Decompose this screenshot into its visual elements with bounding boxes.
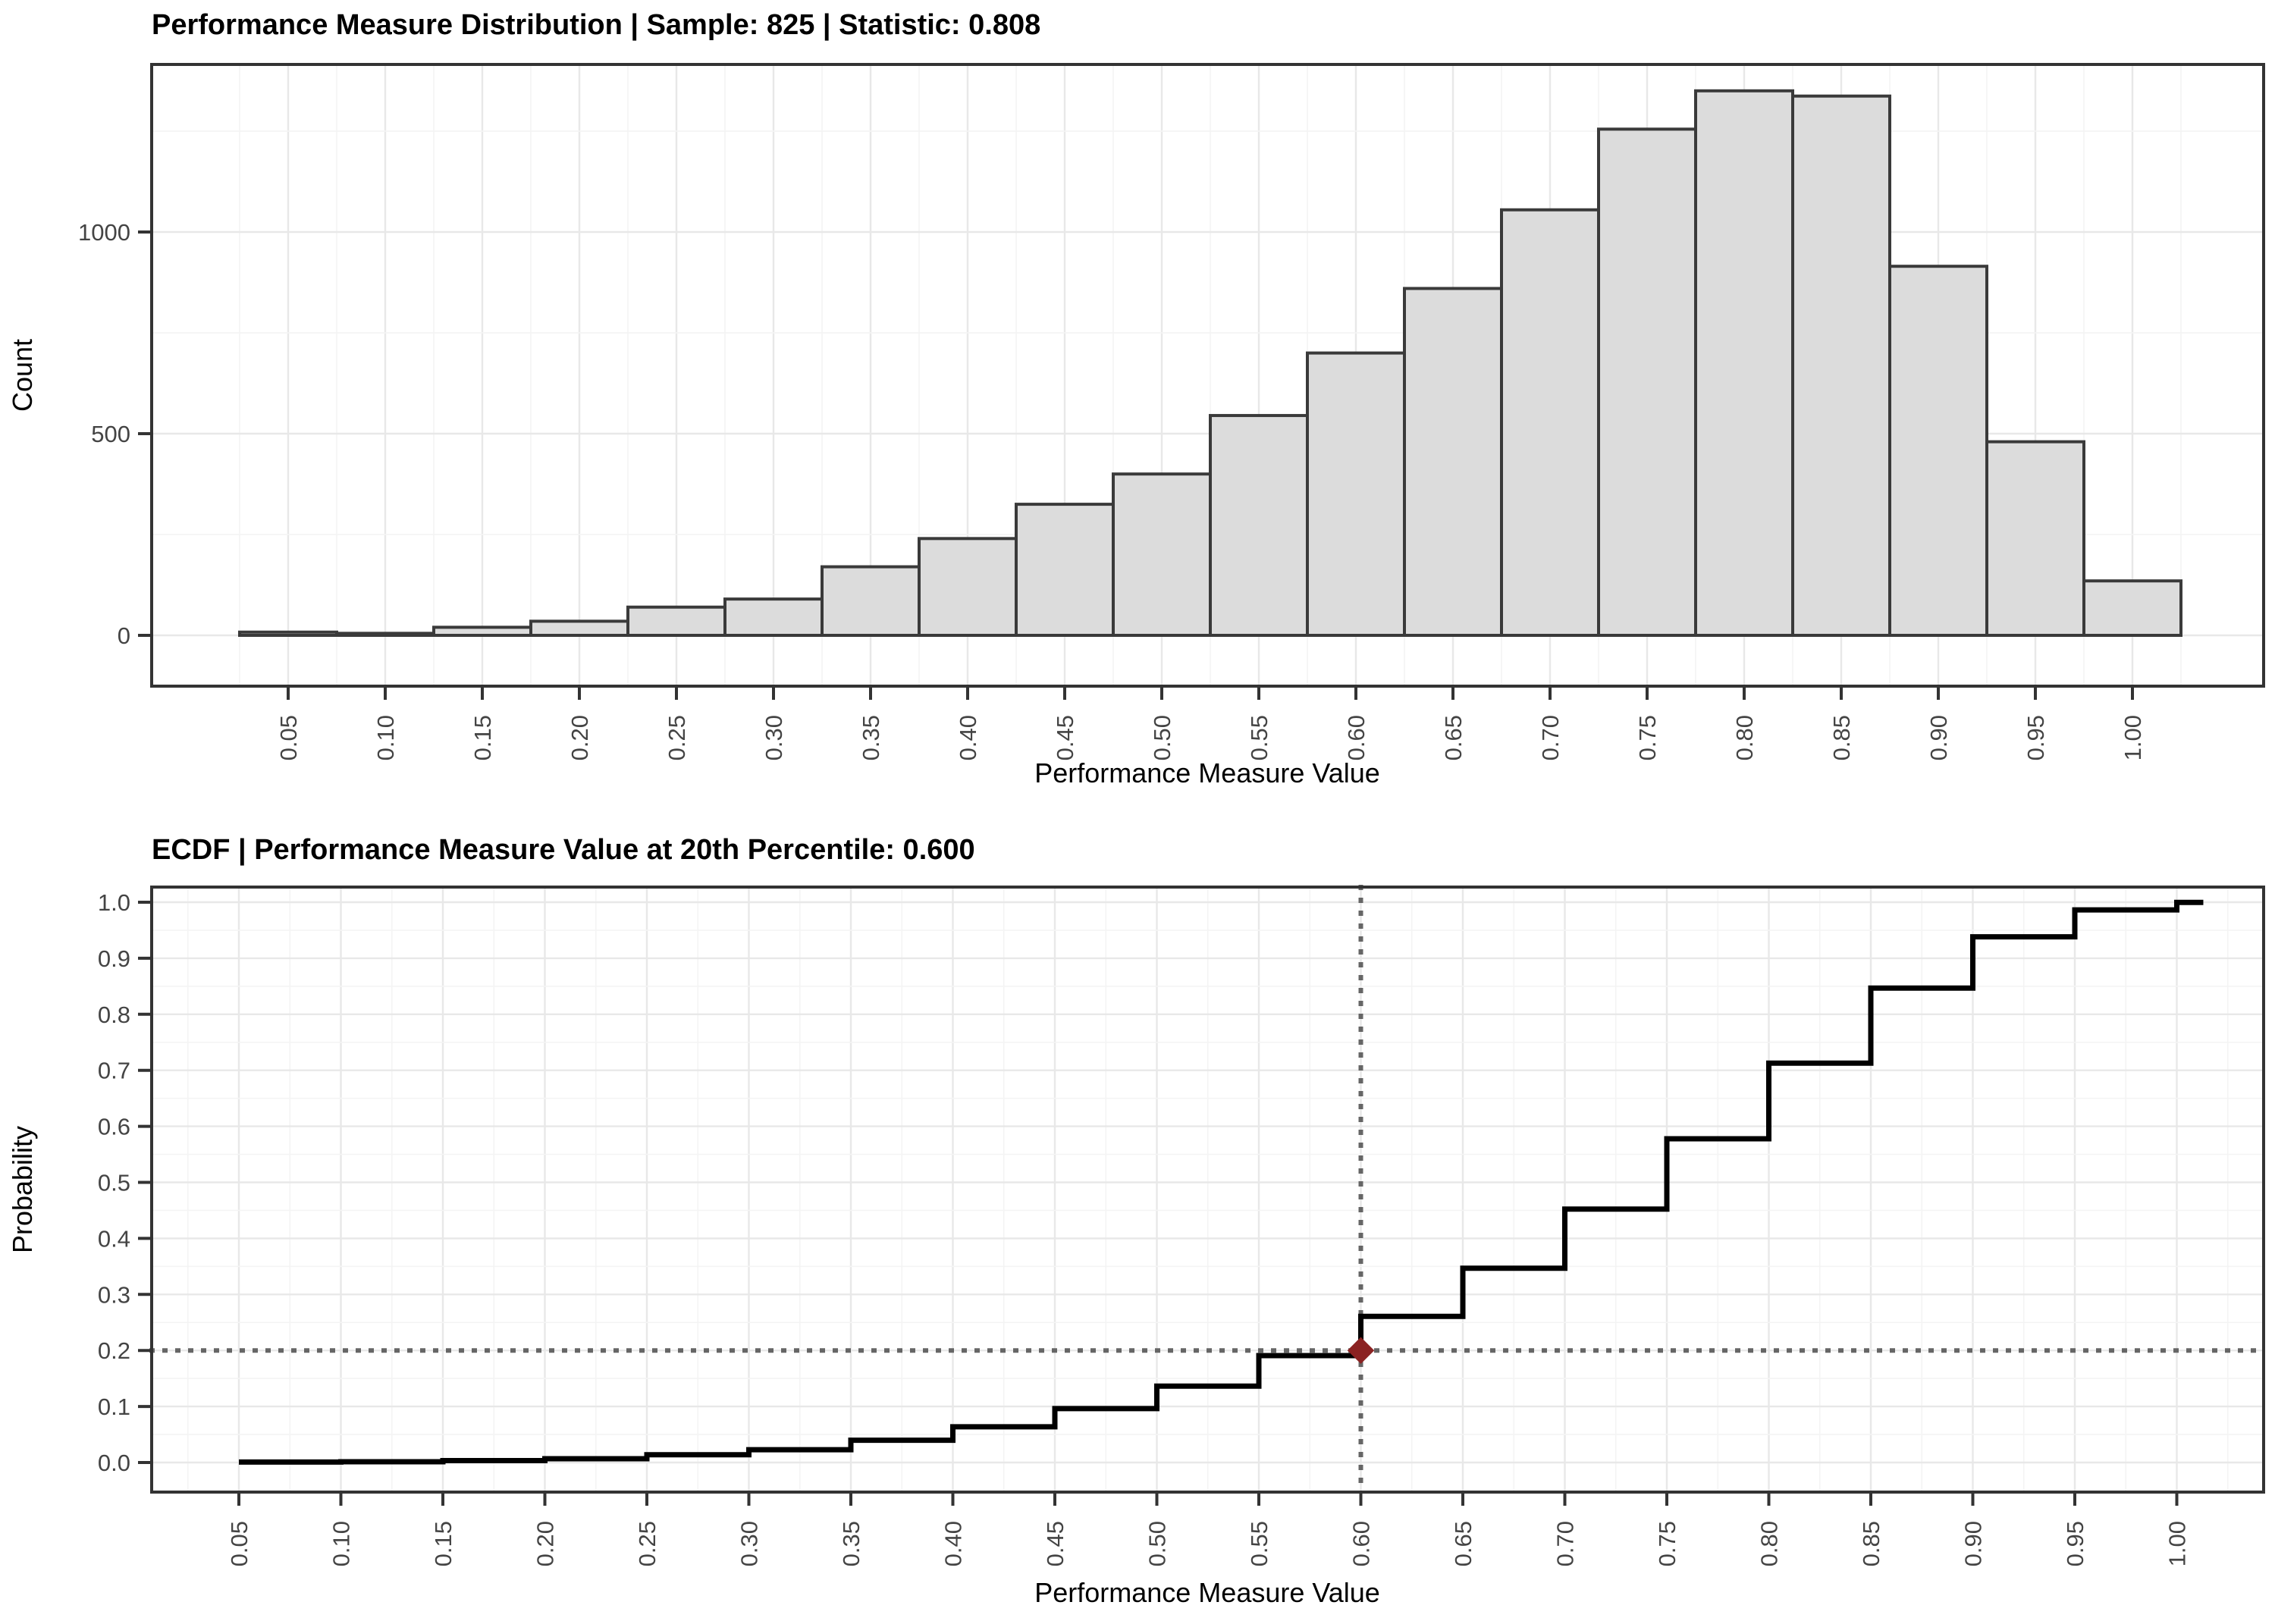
x-tick-label: 0.80 [1731,715,1758,760]
histogram-bar [821,565,921,637]
x-tick-label: 0.20 [566,715,593,760]
y-tick-label: 0.2 [98,1337,130,1364]
histogram-title: Performance Measure Distribution | Sampl… [152,9,1040,41]
ecdf-x-axis-title: Performance Measure Value [1034,1577,1380,1608]
x-tick-label: 0.95 [2022,715,2049,760]
y-tick-label: 0.9 [98,945,130,972]
histogram-bar [2082,579,2182,637]
histogram-chart: 0 500 1000 0.05 0.10 0.15 0.20 0.25 0.30 0.35 0.40… [7,9,2265,788]
x-tick-label: 0.10 [328,1521,355,1566]
x-tick-label: 0.75 [1634,715,1661,760]
histogram-bar [723,597,824,637]
x-tick-label: 0.90 [1960,1521,1987,1566]
x-tick-label: 0.45 [1052,715,1078,760]
histogram-bar [1888,265,1988,637]
histogram-bar [1015,503,1115,637]
panel-border [150,886,2265,1494]
histogram-bar [1791,94,1891,637]
x-tick-label: 0.40 [940,1521,967,1566]
x-tick-label: 0.50 [1149,715,1175,760]
y-tick-label: 0 [118,622,130,649]
x-tick-label: 0.95 [2062,1521,2088,1566]
ecdf-chart: 0.0 0.1 0.2 0.3 0.4 0.5 0.6 0.7 0.8 0.9 1.0 0.05 0.1… [7,834,2266,1608]
x-tick-label: 0.20 [532,1521,559,1566]
x-tick-label: 0.35 [858,715,884,760]
histogram-bar [1597,127,1697,637]
histogram-bar [1985,440,2085,638]
x-tick-label: 0.55 [1246,715,1272,760]
x-tick-label: 0.15 [430,1521,457,1566]
y-tick-label: 0.7 [98,1058,130,1084]
x-tick-label: 0.90 [1925,715,1952,760]
x-tick-label: 0.35 [838,1521,864,1566]
x-tick-label: 0.45 [1042,1521,1068,1566]
histogram-bar [432,625,532,637]
x-tick-label: 0.05 [226,1521,253,1566]
histogram-bar [626,605,726,638]
y-tick-label: 0.3 [98,1281,130,1308]
histogram-bar [1209,414,1309,637]
histogram-bar [918,537,1018,638]
histogram-bar [529,619,629,638]
x-tick-label: 0.50 [1144,1521,1171,1566]
x-tick-label: 0.30 [761,715,787,760]
histogram-bar [1403,287,1503,637]
x-tick-label: 0.70 [1552,1521,1579,1566]
x-tick-label: 0.15 [469,715,496,760]
y-tick-label: 0.6 [98,1114,130,1140]
histogram-bar [335,632,435,638]
y-tick-label: 0.1 [98,1394,130,1420]
percentile-point [1347,1337,1375,1364]
panel-border [150,63,2265,688]
x-tick-label: 1.00 [2120,715,2146,760]
y-tick-label: 500 [91,421,130,447]
histogram-plot-area: 0 500 1000 0.05 0.10 0.15 0.20 0.25 0.30 0.35 0.40… [78,63,2265,760]
x-tick-label: 0.65 [1450,1521,1476,1566]
x-tick-label: 0.55 [1246,1521,1272,1566]
ecdf-plot-area: 0.0 0.1 0.2 0.3 0.4 0.5 0.6 0.7 0.8 0.9 1.0 0.05 0.1… [98,885,2266,1566]
x-tick-label: 0.25 [634,1521,661,1566]
ecdf-title: ECDF | Performance Measure Value at 20th… [152,834,975,866]
x-tick-label: 0.85 [1828,715,1855,760]
x-tick-label: 0.65 [1440,715,1467,760]
x-tick-label: 0.05 [275,715,302,760]
x-tick-label: 0.80 [1756,1521,1783,1566]
histogram-bar [1306,351,1406,637]
histogram-y-axis-title: Count [7,339,38,412]
x-tick-label: 0.25 [664,715,690,760]
histogram-bar [1112,472,1212,638]
x-tick-label: 0.10 [372,715,399,760]
y-tick-label: 1000 [78,219,130,246]
ecdf-y-axis-title: Probability [7,1126,38,1253]
y-tick-label: 0.8 [98,1002,130,1028]
histogram-bar [238,630,338,638]
y-tick-label: 0.4 [98,1225,130,1252]
x-tick-label: 0.85 [1858,1521,1884,1566]
ecdf-step-line [239,899,2204,1465]
x-tick-label: 0.75 [1654,1521,1680,1566]
y-tick-label: 0.5 [98,1170,130,1196]
histogram-x-axis-title: Performance Measure Value [1034,757,1380,788]
x-tick-label: 0.30 [736,1521,763,1566]
histogram-bar [1694,89,1794,638]
y-tick-label: 0.0 [98,1450,130,1476]
y-tick-label: 1.0 [98,889,130,916]
x-tick-label: 1.00 [2164,1521,2191,1566]
x-tick-label: 0.40 [955,715,981,760]
histogram-bar [1500,208,1600,637]
x-tick-label: 0.60 [1348,1521,1375,1566]
x-tick-label: 0.70 [1537,715,1564,760]
x-tick-label: 0.60 [1343,715,1370,760]
